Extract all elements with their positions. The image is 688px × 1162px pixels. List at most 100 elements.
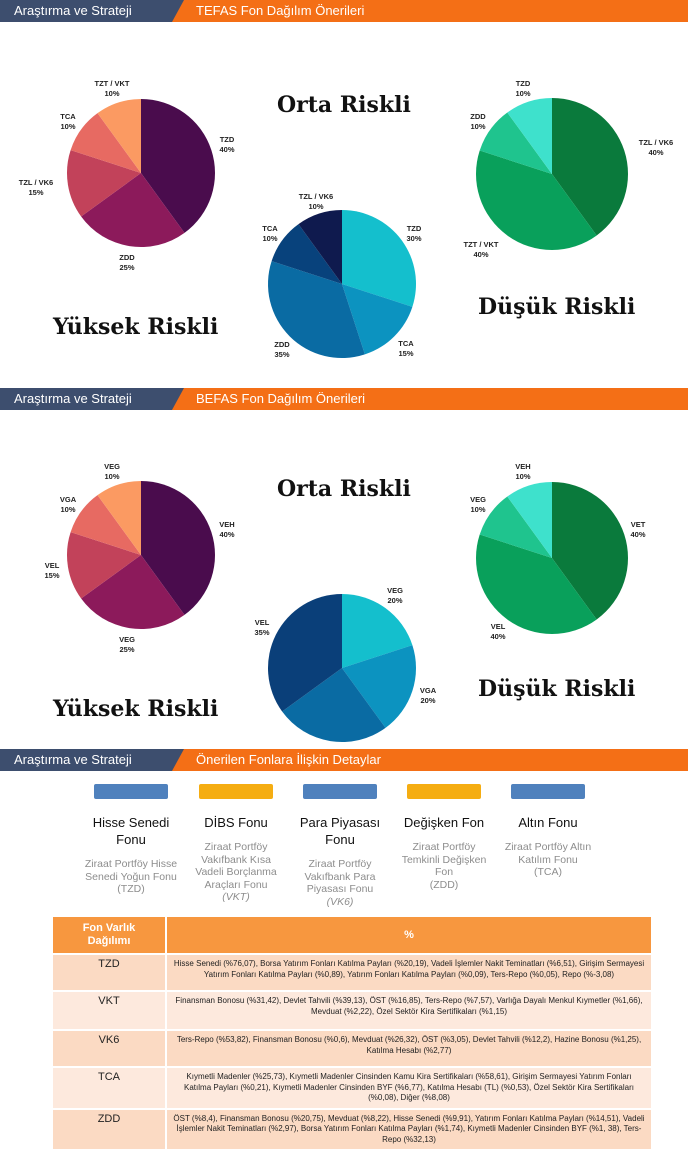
pie-slice-label: TZL / VK6 10%: [298, 192, 334, 211]
banner-title-label: Önerilen Fonlara İlişkin Detaylar: [196, 752, 381, 767]
fund-type: Hisse Senedi Fonu: [92, 815, 170, 847]
allocation-cell: Kıymetli Madenler (%25,73), Kıymetli Mad…: [166, 1066, 653, 1109]
table-row: VKT Finansman Bonosu (%31,42), Devlet Ta…: [53, 990, 653, 1030]
fund-code: (VKT): [222, 891, 250, 903]
pie-slice-label: TZD 40%: [219, 135, 235, 154]
fund-type: Para Piyasası Fonu: [299, 815, 381, 847]
banner-department-label: Araştırma ve Strateji: [14, 752, 132, 767]
fund-card: Para Piyasası Fonu Ziraat Portföy Vakıfb…: [290, 784, 390, 908]
banner-title: TEFAS Fon Dağılım Önerileri: [172, 0, 688, 22]
pie-slice-label: VEL 35%: [254, 618, 270, 637]
column-header-allocation: Fon Varlık Dağılımı: [53, 917, 167, 954]
fund-card: Altın Fonu Ziraat Portföy Altın Katılım …: [498, 784, 598, 879]
pie-slice: [298, 210, 342, 284]
pie-slice-label: ZDD 25%: [119, 253, 135, 272]
banner-title-label: TEFAS Fon Dağılım Önerileri: [196, 3, 365, 18]
pie-slice-label: TZL / VK6 15%: [18, 178, 54, 197]
pie-slice: [282, 668, 386, 742]
pie-slice: [342, 645, 416, 728]
pie-slice: [67, 532, 141, 599]
fund-card: Hisse Senedi Fonu Ziraat Portföy Hisse S…: [81, 784, 181, 896]
table-row: TCA Kıymetli Madenler (%25,73), Kıymetli…: [53, 1066, 653, 1109]
banner-title: Önerilen Fonlara İlişkin Detaylar: [172, 749, 688, 771]
pie-slice-label: TCA 15%: [398, 339, 414, 358]
befas-high-risk-title: Yüksek Riskli: [53, 696, 219, 722]
befas-mid-risk-title: Orta Riskli: [277, 476, 411, 502]
befas-low-risk-pie: [475, 482, 628, 634]
fund-name: Ziraat Portföy Temkinli Değişken Fon (ZDD…: [401, 841, 487, 891]
pie-slice-label: TZT / VKT 10%: [94, 79, 130, 98]
pie-slice: [479, 496, 552, 558]
pie-slice-label: TZD 30%: [406, 224, 422, 243]
befas-high-risk-pie: [67, 481, 216, 629]
pie-slice-label: ZDD 10%: [470, 112, 486, 131]
pie-slice-label: VEH 10%: [515, 462, 531, 481]
fund-code-cell: VK6: [53, 1029, 167, 1067]
fund-name: Ziraat Portföy Vakıfbank Kısa Vadeli Bor…: [195, 841, 277, 903]
pie-slice-label: VEG 10%: [104, 462, 120, 481]
pie-slice: [141, 99, 216, 233]
pie-slice-label: VGA 20%: [419, 686, 437, 705]
tefas-high-risk-pie: [66, 99, 216, 248]
pie-slice-label: VET 40%: [630, 520, 646, 539]
tefas-low-risk-pie: [475, 98, 628, 251]
banner-department: Araştırma ve Strateji: [0, 0, 190, 22]
fund-code: (TCA): [534, 866, 562, 878]
pie-slice: [268, 261, 365, 358]
fund-code-cell: ZDD: [53, 1107, 167, 1149]
fund-code: (TZD): [117, 883, 145, 895]
pie-slice: [342, 284, 413, 355]
befas-section-banner: Araştırma ve Strateji BEFAS Fon Dağılım …: [0, 388, 688, 410]
pie-slice: [81, 555, 185, 629]
befas-low-risk-title: Düşük Riskli: [478, 676, 636, 702]
pie-slice: [475, 534, 597, 634]
allocation-cell: ÖST (%8,4), Finansman Bonosu (%20,75), M…: [166, 1107, 653, 1149]
pie-slice-label: VGA 10%: [59, 495, 77, 514]
tefas-charts: Orta Riskli Yüksek Riskli Düşük Riskli T…: [0, 22, 688, 402]
befas-charts: Orta Riskli Yüksek Riskli Düşük Riskli V…: [0, 410, 688, 790]
banner-department: Araştırma ve Strateji: [0, 749, 190, 771]
pie-slice: [479, 112, 552, 174]
fund-name: Ziraat Portföy Altın Katılım Fonu (TCA): [504, 841, 592, 878]
tefas-mid-risk-pie: [268, 210, 416, 358]
fund-code: (VK6): [326, 895, 354, 908]
allocation-cell: Ters-Repo (%53,82), Finansman Bonosu (%0…: [166, 1029, 653, 1067]
pie-slice: [507, 482, 552, 558]
fund-code-cell: VKT: [53, 990, 167, 1030]
tefas-mid-risk-title: Orta Riskli: [277, 92, 411, 118]
pie-slice-label: ZDD 35%: [274, 340, 290, 359]
banner-department-label: Araştırma ve Strateji: [14, 391, 132, 406]
allocation-cell: Finansman Bonosu (%31,42), Devlet Tahvil…: [166, 990, 653, 1030]
pie-slice: [70, 113, 141, 173]
pie-slice-label: VEG 25%: [119, 635, 135, 654]
column-header-percent: %: [166, 917, 653, 954]
fund-color-bar: [407, 784, 481, 799]
table-row: TZD Hisse Senedi (%76,07), Borsa Yatırım…: [53, 953, 653, 991]
pie-slice-label: TZD 10%: [515, 79, 531, 98]
fund-name: Ziraat Portföy Hisse Senedi Yoğun Fonu (T…: [84, 858, 178, 895]
fund-code: (ZDD): [429, 878, 459, 891]
pie-slice-label: VEH 40%: [219, 520, 235, 539]
pie-slice: [268, 594, 342, 712]
pie-slice: [342, 594, 413, 668]
tefas-low-risk-title: Düşük Riskli: [478, 294, 636, 320]
tefas-section-banner: Araştırma ve Strateji TEFAS Fon Dağılım …: [0, 0, 688, 22]
tefas-pies: [66, 98, 628, 358]
table-row: ZDD ÖST (%8,4), Finansman Bonosu (%20,75…: [53, 1107, 653, 1149]
fund-color-bar: [94, 784, 168, 799]
pie-slice: [97, 481, 141, 555]
table-header-row: Fon Varlık Dağılımı %: [53, 917, 653, 954]
pie-slice: [141, 481, 216, 615]
pie-slice-label: VEG 10%: [470, 495, 486, 514]
fund-code-cell: TCA: [53, 1066, 167, 1109]
fund-card: Değişken Fon Ziraat Portföy Temkinli Değ…: [394, 784, 494, 891]
pie-slice: [81, 173, 185, 248]
pie-slice-label: VEL 40%: [490, 622, 506, 641]
pie-slice: [342, 210, 416, 307]
pie-slice-label: VEL 15%: [44, 561, 60, 580]
pie-slice: [66, 150, 141, 217]
pie-slice-label: TCA 10%: [262, 224, 278, 243]
pie-slice: [475, 150, 597, 251]
befas-mid-risk-pie: [268, 594, 416, 742]
banner-title: BEFAS Fon Dağılım Önerileri: [172, 388, 688, 410]
